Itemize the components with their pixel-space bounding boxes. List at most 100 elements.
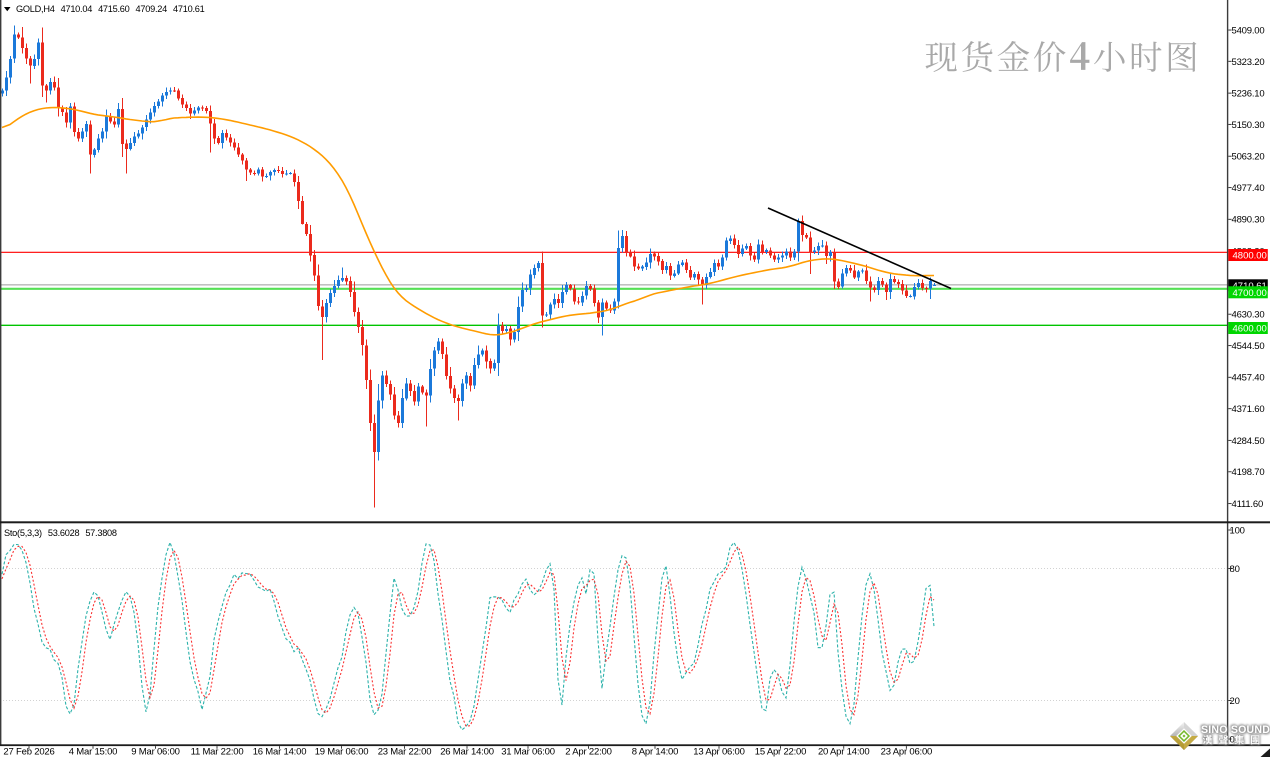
candle-body <box>865 270 868 282</box>
candle-body <box>481 350 484 355</box>
candle-body <box>157 101 160 107</box>
candle-body <box>717 262 720 267</box>
candle-body <box>309 233 312 256</box>
candle-body <box>101 131 104 139</box>
candle-body <box>361 326 364 346</box>
price-axis-label: 4198.70 <box>1232 467 1265 478</box>
candle-body <box>665 266 668 271</box>
sto-signal-line <box>1 545 935 727</box>
candle-body <box>205 108 208 111</box>
candles-layer <box>1 25 936 508</box>
candle-body <box>221 133 224 144</box>
candle-body <box>733 238 736 245</box>
price-badge <box>1228 322 1268 334</box>
candle-body <box>901 284 904 291</box>
candle-body <box>257 169 260 174</box>
candle-body <box>921 283 924 289</box>
candle-body <box>369 380 372 423</box>
candle-body <box>789 251 792 258</box>
sto-axis-label: 20 <box>1230 696 1240 707</box>
candle-body <box>705 277 708 286</box>
indicator-label[interactable]: Sto(5,3,3) 53.6028 57.3808 <box>4 528 123 538</box>
candle-body <box>709 271 712 278</box>
sto-axis-label: 0 <box>1230 734 1235 745</box>
sto-axis-label: 80 <box>1230 564 1240 575</box>
price-axis-label: 4457.40 <box>1232 373 1265 384</box>
candle-body <box>193 110 196 114</box>
candle-body <box>181 98 184 105</box>
candle-body <box>297 181 300 202</box>
candle-body <box>149 112 152 120</box>
candle-body <box>673 273 676 276</box>
candle-body <box>629 252 632 257</box>
candle-body <box>725 240 728 258</box>
price-axis-label: 5063.20 <box>1232 152 1265 163</box>
candle-body <box>385 375 388 384</box>
candle-body <box>409 383 412 392</box>
candle-body <box>853 270 856 278</box>
candle-body <box>265 175 268 177</box>
candle-body <box>569 284 572 289</box>
time-axis-label: 26 Mar 14:00 <box>440 747 494 757</box>
bottom-border <box>0 744 1270 747</box>
descending-trendline[interactable] <box>767 207 952 290</box>
axis-labels: 5409.00 5323.20 5236.10 5150.30 5063.20 4977.… <box>3 25 1264 757</box>
ohlc-high: 4715.60 <box>98 3 130 14</box>
candle-body <box>77 131 80 139</box>
candle-body <box>657 256 660 262</box>
candle-body <box>825 245 828 256</box>
price-axis-label: 4630.30 <box>1232 310 1265 321</box>
candle-body <box>161 95 164 102</box>
candle-body <box>141 127 144 134</box>
time-axis-label: 27 Feb 2026 <box>3 747 54 757</box>
candle-body <box>53 81 56 88</box>
candle-body <box>917 283 920 287</box>
time-axis-label: 23 Mar 22:00 <box>378 747 432 757</box>
candle-body <box>905 290 908 297</box>
price-axis-label: 5236.10 <box>1232 89 1265 100</box>
candle-body <box>397 415 400 424</box>
candle-body <box>333 285 336 294</box>
candle-body <box>269 171 272 176</box>
candle-body <box>565 285 568 292</box>
sto-axis-label: 100 <box>1230 525 1245 536</box>
candle-body <box>613 301 616 311</box>
candle-body <box>133 136 136 143</box>
candle-body <box>273 170 276 172</box>
price-axis-label: 4890.30 <box>1232 215 1265 226</box>
ohlc-close: 4710.61 <box>173 3 205 14</box>
candle-body <box>561 291 564 304</box>
candle-body <box>425 392 428 396</box>
candle-body <box>849 268 852 271</box>
candle-body <box>661 261 664 270</box>
symbol-info-bar[interactable]: GOLD,H4 4710.04 4715.60 4709.24 4710.61 <box>4 3 210 14</box>
candle-body <box>289 173 292 175</box>
moving-average-layer <box>1 106 935 336</box>
candle-body <box>653 253 656 257</box>
time-axis-label: 23 Apr 06:00 <box>881 747 932 757</box>
candle-body <box>617 248 620 302</box>
candle-body <box>441 341 444 355</box>
candle-body <box>577 301 580 303</box>
candle-body <box>805 234 808 238</box>
candle-body <box>57 87 60 108</box>
candle-body <box>117 109 120 125</box>
candle-body <box>641 266 644 269</box>
time-axis-label: 20 Apr 14:00 <box>818 747 869 757</box>
candle-body <box>225 133 228 138</box>
symbol-dropdown-icon[interactable] <box>4 6 11 12</box>
trendline-layer[interactable] <box>767 207 952 290</box>
candle-body <box>913 286 916 297</box>
price-axis-label: 4371.60 <box>1232 404 1265 415</box>
axis-separator <box>1226 0 1229 746</box>
candle-body <box>433 350 436 369</box>
candle-body <box>121 108 124 144</box>
candle-body <box>213 123 216 139</box>
candle-body <box>581 295 584 303</box>
candle-body <box>353 291 356 313</box>
price-axis-label: 4111.60 <box>1232 499 1264 510</box>
ohlc-low: 4709.24 <box>135 3 168 14</box>
candle-body <box>597 302 600 318</box>
